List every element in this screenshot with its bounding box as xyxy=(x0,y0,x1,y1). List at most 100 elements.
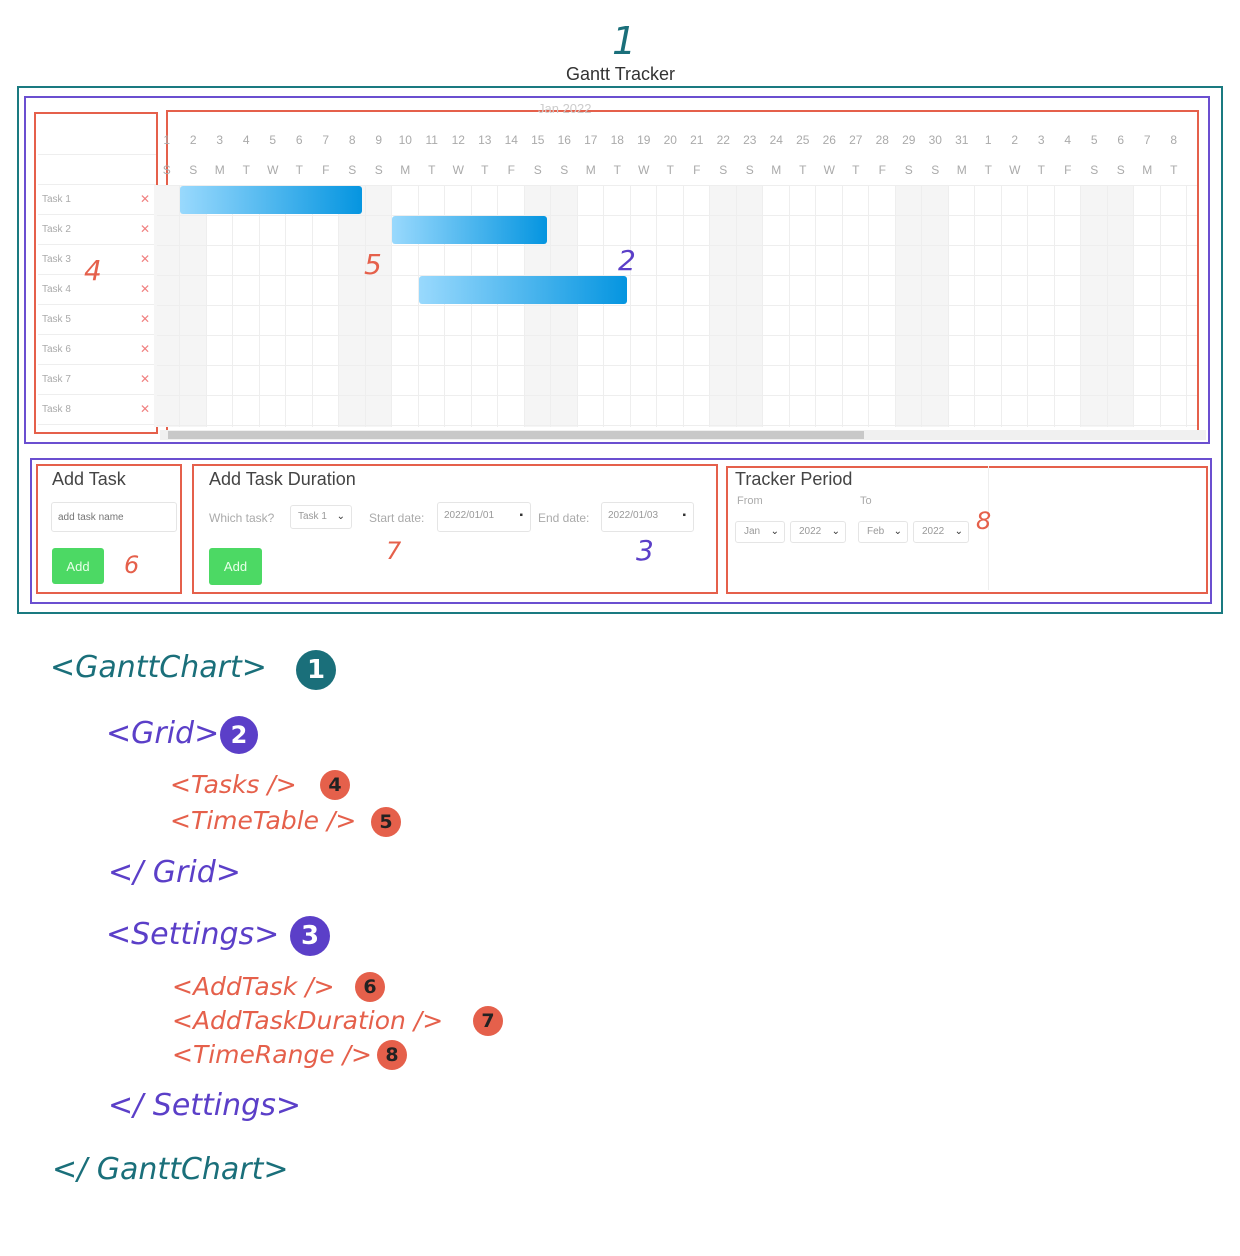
chevron-down-icon: ⌄ xyxy=(336,511,345,522)
task-header-cell xyxy=(38,125,156,155)
tree-grid-close: </ Grid> xyxy=(108,855,241,890)
row-line xyxy=(157,365,1197,366)
to-year-select[interactable]: 2022 ⌄ xyxy=(913,521,969,543)
badge-4: 4 xyxy=(320,770,350,800)
day-number: 10 xyxy=(398,133,412,147)
delete-task-icon[interactable]: ✕ xyxy=(139,312,150,326)
day-number: 9 xyxy=(375,133,383,147)
day-number: 8 xyxy=(348,133,356,147)
day-column xyxy=(1081,185,1108,427)
which-task-select[interactable]: Task 1 ⌄ xyxy=(290,505,352,529)
which-task-value: Task 1 xyxy=(298,511,327,522)
end-date-input[interactable]: 2022/01/03 ▪ xyxy=(601,502,694,532)
scrollbar-thumb[interactable] xyxy=(168,431,864,439)
day-column xyxy=(710,185,737,427)
task-name-input[interactable] xyxy=(51,502,177,532)
day-column xyxy=(1028,185,1055,427)
day-column xyxy=(392,185,419,427)
delete-task-icon[interactable]: ✕ xyxy=(139,252,150,266)
from-year-select[interactable]: 2022 ⌄ xyxy=(790,521,846,543)
weekday-letter: T xyxy=(799,163,807,177)
delete-task-icon[interactable]: ✕ xyxy=(139,342,150,356)
day-column xyxy=(895,185,922,427)
day-number: 17 xyxy=(584,133,598,147)
task-name: Task 5 xyxy=(42,314,71,325)
day-number: 21 xyxy=(690,133,704,147)
task-name: Task 2 xyxy=(42,224,71,235)
day-column xyxy=(1055,185,1081,427)
tree-addtask: <AddTask /> xyxy=(172,972,335,1001)
day-number: 23 xyxy=(743,133,757,147)
day-column xyxy=(339,185,366,427)
day-column xyxy=(551,185,578,427)
row-line xyxy=(157,275,1197,276)
delete-task-icon[interactable]: ✕ xyxy=(139,192,150,206)
from-label: From xyxy=(737,495,763,507)
divider xyxy=(988,466,989,590)
day-number: 2 xyxy=(1011,133,1019,147)
task-bar[interactable] xyxy=(392,216,547,244)
add-duration-button[interactable]: Add xyxy=(209,548,262,585)
task-row: Task 4 ✕ xyxy=(38,275,156,305)
task-bar[interactable] xyxy=(180,186,362,214)
day-column xyxy=(365,185,392,427)
settings-frame xyxy=(30,458,1212,604)
weekday-letter: T xyxy=(242,163,250,177)
delete-task-icon[interactable]: ✕ xyxy=(139,222,150,236)
task-row: Task 7 ✕ xyxy=(38,365,156,395)
day-number: 30 xyxy=(928,133,942,147)
tree-addduration: <AddTaskDuration /> xyxy=(172,1006,444,1035)
day-column xyxy=(922,185,949,427)
annotation-1: 1 xyxy=(612,19,637,63)
to-year-value: 2022 xyxy=(922,526,945,537)
start-date-value: 2022/01/01 xyxy=(444,510,495,521)
weekday-letter: T xyxy=(481,163,489,177)
app-title: Gantt Tracker xyxy=(566,64,676,84)
task-bar[interactable] xyxy=(418,276,627,304)
weekday-letter: T xyxy=(852,163,860,177)
chevron-down-icon: ⌄ xyxy=(954,526,963,537)
day-number: 12 xyxy=(451,133,465,147)
task-name: Task 6 xyxy=(42,344,71,355)
day-column xyxy=(816,185,843,427)
weekday-letter: F xyxy=(1064,163,1072,177)
delete-task-icon[interactable]: ✕ xyxy=(139,372,150,386)
day-number: 31 xyxy=(955,133,969,147)
day-column xyxy=(313,185,339,427)
row-line xyxy=(157,395,1197,396)
day-number: 24 xyxy=(769,133,783,147)
horizontal-scrollbar[interactable] xyxy=(160,430,1206,440)
weekday-letter: M xyxy=(1142,163,1153,177)
from-month-select[interactable]: Jan ⌄ xyxy=(735,521,785,543)
day-column xyxy=(207,185,233,427)
task-row: Task 1 ✕ xyxy=(38,185,156,215)
day-column xyxy=(631,185,657,427)
day-column xyxy=(604,185,631,427)
weekday-letter: F xyxy=(507,163,515,177)
day-number: 19 xyxy=(637,133,651,147)
delete-task-icon[interactable]: ✕ xyxy=(139,282,150,296)
add-task-button[interactable]: Add xyxy=(52,548,104,584)
weekday-letter: T xyxy=(428,163,436,177)
tree-settings-open: <Settings> xyxy=(106,917,280,952)
to-month-select[interactable]: Feb ⌄ xyxy=(858,521,908,543)
tree-gantt-close: </ GanttChart> xyxy=(52,1152,289,1187)
day-number: 18 xyxy=(610,133,624,147)
weekday-letter: T xyxy=(613,163,621,177)
task-name: Task 7 xyxy=(42,374,71,385)
task-name: Task 1 xyxy=(42,194,71,205)
start-date-input[interactable]: 2022/01/01 ▪ xyxy=(437,502,531,532)
calendar-icon[interactable]: ▪ xyxy=(519,510,523,521)
day-number: 2 xyxy=(189,133,197,147)
day-column xyxy=(657,185,684,427)
calendar-icon[interactable]: ▪ xyxy=(682,510,686,521)
day-column xyxy=(233,185,260,427)
delete-task-icon[interactable]: ✕ xyxy=(139,402,150,416)
day-number: 29 xyxy=(902,133,916,147)
day-column xyxy=(578,185,604,427)
from-year-value: 2022 xyxy=(799,526,822,537)
badge-7: 7 xyxy=(473,1006,503,1036)
day-column xyxy=(684,185,710,427)
badge-3: 3 xyxy=(290,916,330,956)
tree-timerange: <TimeRange /> xyxy=(172,1040,372,1069)
